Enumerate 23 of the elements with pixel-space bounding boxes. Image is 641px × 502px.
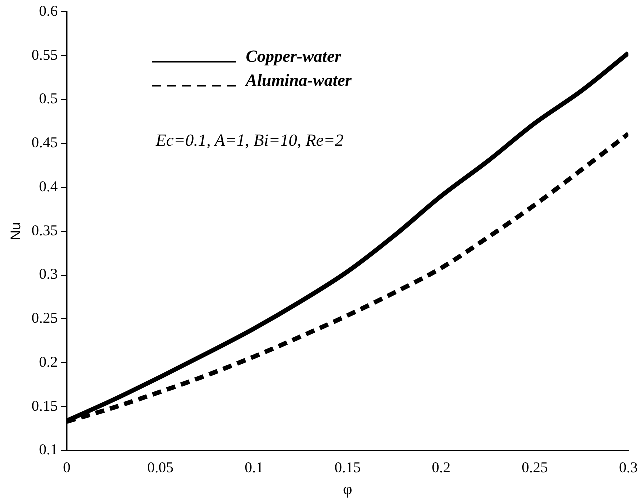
y-tick-label: 0.25 xyxy=(32,311,58,328)
legend-label: Copper-water xyxy=(246,47,342,66)
x-axis-title: φ xyxy=(343,482,352,499)
y-tick-label: 0.55 xyxy=(32,48,58,64)
x-tick-label: 0.15 xyxy=(334,460,361,477)
x-tick-label: 0.05 xyxy=(148,460,174,477)
x-tick-label: 0 xyxy=(63,460,71,477)
y-axis-title: Nu xyxy=(7,222,24,240)
legend-label: Alumina-water xyxy=(245,71,352,90)
x-tick-label: 0.3 xyxy=(619,460,638,477)
y-tick-label: 0.3 xyxy=(39,267,58,284)
y-tick-label: 0.5 xyxy=(39,92,58,108)
y-tick-label: 0.2 xyxy=(39,354,58,371)
y-tick-label: 0.6 xyxy=(39,4,59,20)
x-tick-label: 0.1 xyxy=(244,460,264,477)
y-tick-label: 0.1 xyxy=(39,442,58,459)
annotation: Ec=0.1, A=1, Bi=10, Re=2 xyxy=(155,131,344,150)
y-tick-label: 0.45 xyxy=(32,136,58,152)
x-tick-label: 0.2 xyxy=(432,460,451,477)
y-tick-label: 0.4 xyxy=(39,179,59,196)
y-tick-label: 0.15 xyxy=(32,398,58,415)
y-tick-label: 0.35 xyxy=(32,223,58,240)
x-tick-label: 0.25 xyxy=(522,460,548,477)
